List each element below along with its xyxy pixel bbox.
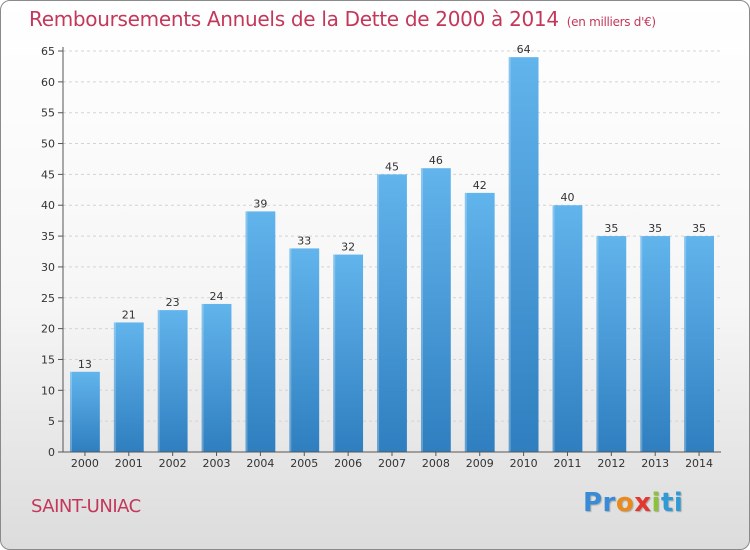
value-label-2010: 64 (517, 43, 531, 56)
value-label-2003: 24 (210, 290, 224, 303)
x-tick-label-2014: 2014 (685, 457, 713, 470)
x-tick-label-2002: 2002 (159, 457, 187, 470)
bar-highlight (464, 192, 467, 452)
bar-2006 (333, 254, 364, 452)
bar-2012 (596, 236, 627, 452)
y-tick-label: 25 (41, 292, 55, 305)
y-tick-label: 30 (41, 261, 55, 274)
bar-highlight (70, 371, 73, 452)
x-tick-label-2005: 2005 (290, 457, 318, 470)
bar-2005 (289, 248, 320, 452)
value-label-2007: 45 (385, 160, 399, 173)
town-name: SAINT-UNIAC (31, 496, 141, 517)
y-tick-label: 40 (41, 199, 55, 212)
x-tick-label-2006: 2006 (334, 457, 362, 470)
bar-2001 (113, 322, 144, 452)
bar-highlight (596, 236, 599, 452)
value-label-2014: 35 (692, 222, 706, 235)
bar-2009 (464, 192, 495, 452)
bar-highlight (157, 310, 160, 452)
data-labels: 13 21 23 24 39 33 32 45 46 42 64 40 35 35 35 (78, 43, 706, 371)
x-tick-label-2010: 2010 (510, 457, 538, 470)
logo-part: i (651, 488, 661, 518)
bar-highlight (377, 174, 380, 452)
value-label-2004: 39 (253, 197, 267, 210)
bar-highlight (289, 248, 292, 452)
x-tick-label-2003: 2003 (203, 457, 231, 470)
y-tick-label: 60 (41, 76, 55, 89)
bar-2007 (377, 174, 407, 452)
x-tick-label-2007: 2007 (378, 457, 406, 470)
x-tick-label-2008: 2008 (422, 457, 450, 470)
y-tick-label: 50 (41, 138, 55, 151)
x-tick-label-2009: 2009 (466, 457, 494, 470)
bar-2002 (157, 310, 188, 452)
value-label-2005: 33 (297, 234, 311, 247)
bar-2014 (684, 236, 714, 452)
y-tick-label: 5 (48, 415, 55, 428)
y-tick-label: 55 (41, 107, 55, 120)
value-label-2002: 23 (166, 296, 180, 309)
y-tick-label: 45 (41, 168, 55, 181)
value-label-2008: 46 (429, 154, 443, 167)
bar-2013 (640, 236, 671, 452)
chart-title: Remboursements Annuels de la Dette de 20… (29, 7, 656, 31)
logo-part: o (615, 488, 635, 518)
axes: 0 5 10 15 20 25 30 35 40 45 50 55 60 65 2000 2001 2002 20… (41, 45, 721, 470)
bar-2008 (420, 168, 451, 452)
bars (70, 57, 714, 453)
x-tick-label-2004: 2004 (246, 457, 274, 470)
bar-highlight (245, 211, 248, 452)
unit-note: (en milliers d'€) (566, 15, 656, 29)
value-label-2001: 21 (122, 308, 136, 321)
y-tick-label: 10 (41, 384, 55, 397)
value-label-2013: 35 (648, 222, 662, 235)
bar-highlight (508, 57, 511, 453)
chart-title-text: Remboursements Annuels de la Dette de 20… (29, 7, 559, 31)
y-tick-label: 65 (41, 45, 55, 58)
y-tick-label: 20 (41, 323, 55, 336)
bar-2004 (245, 211, 276, 452)
logo-part: Pr (583, 488, 616, 518)
bar-highlight (113, 322, 116, 452)
value-label-2012: 35 (604, 222, 618, 235)
y-tick-label: 0 (48, 446, 55, 459)
bar-2000 (70, 371, 100, 452)
bar-highlight (333, 254, 336, 452)
value-label-2011: 40 (560, 191, 574, 204)
bar-2010 (508, 57, 539, 453)
bar-2011 (552, 205, 583, 452)
bar-2003 (201, 303, 232, 452)
bar-highlight (552, 205, 555, 452)
logo-part: x (634, 488, 652, 518)
value-label-2000: 13 (78, 358, 92, 371)
bar-highlight (684, 236, 687, 452)
x-tick-label-2012: 2012 (597, 457, 625, 470)
value-label-2006: 32 (341, 241, 355, 254)
x-tick-label-2001: 2001 (115, 457, 143, 470)
logo-part: ti (660, 488, 684, 518)
y-tick-label: 15 (41, 353, 55, 366)
y-tick-label: 35 (41, 230, 55, 243)
proxiti-logo: Proxiti (583, 488, 683, 518)
x-tick-label-2013: 2013 (641, 457, 669, 470)
x-tick-label-2000: 2000 (71, 457, 99, 470)
bar-highlight (640, 236, 643, 452)
value-label-2009: 42 (473, 179, 487, 192)
bar-highlight (201, 303, 204, 452)
bar-highlight (420, 168, 423, 452)
x-tick-label-2011: 2011 (553, 457, 581, 470)
